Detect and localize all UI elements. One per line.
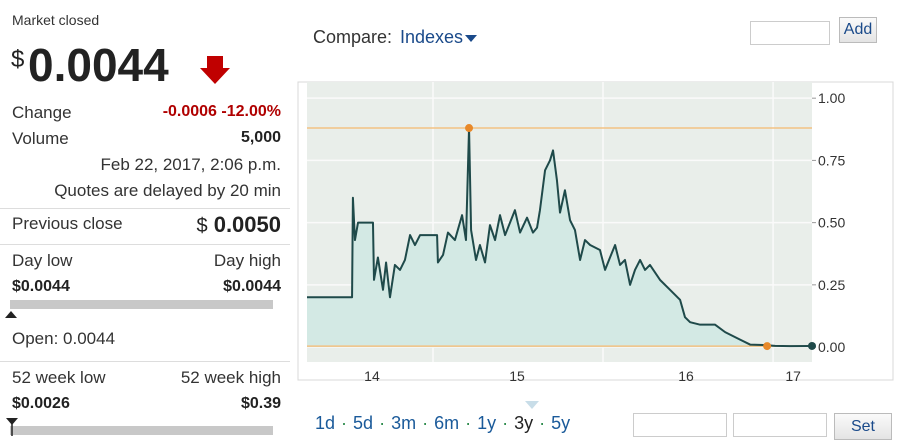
line xyxy=(307,127,813,348)
range-separator: · xyxy=(539,413,546,433)
day-range-bar xyxy=(10,300,273,309)
range-selector: 1d · 5d · 3m · 6m · 1y · 3y · 5y xyxy=(315,413,570,434)
range-link[interactable]: 3m xyxy=(391,413,417,433)
dropdown-text[interactable]: Indexes xyxy=(400,27,464,47)
prev-close: $ 0.0050 xyxy=(196,212,281,238)
week52-marker xyxy=(6,418,18,436)
day-range-marker xyxy=(5,311,17,318)
volume-label: Volume xyxy=(12,129,69,148)
x-tick-label: 16 xyxy=(678,368,694,384)
week52-low: $0.0026 xyxy=(12,395,70,412)
change: -0.0006 -12.00% xyxy=(163,103,281,121)
area xyxy=(307,128,812,348)
price: 0.0044 xyxy=(28,39,169,91)
marker xyxy=(808,341,816,350)
range-separator: · xyxy=(422,413,429,433)
prev-close-currency: $ xyxy=(196,215,208,237)
range-link[interactable]: 6m xyxy=(434,413,460,433)
volume: 5,000 xyxy=(240,129,281,146)
range-separator: · xyxy=(341,413,348,433)
down-arrow xyxy=(200,56,230,84)
y-tick-label: 1.00 xyxy=(818,90,845,106)
chart: 1.00 0.75 0.50 0.25 0.00 14 15 16 17 xyxy=(297,81,894,384)
x-tick-label: 14 xyxy=(364,368,380,384)
set-button[interactable]: Set xyxy=(834,413,892,440)
prev-close-label: Previous close xyxy=(12,214,123,233)
y-tick-label: 0.75 xyxy=(818,152,845,168)
selected-range-indicator xyxy=(525,401,539,409)
y-tick-label: 0.25 xyxy=(818,277,845,293)
prev-close-value: 0.0050 xyxy=(213,212,281,237)
compare-label: Compare: xyxy=(313,27,393,47)
separator xyxy=(0,208,290,209)
open: Open: 0.0044 xyxy=(12,329,116,348)
separator xyxy=(0,361,290,362)
compare-input[interactable] xyxy=(750,21,830,45)
x-tick-label: 15 xyxy=(509,368,525,384)
range-separator: · xyxy=(502,413,509,433)
range-link[interactable]: 5d xyxy=(353,413,374,433)
compare-dropdown[interactable]: Indexes xyxy=(400,27,478,48)
week52-range-bar xyxy=(10,426,273,435)
timestamp: Feb 22, 2017, 2:06 p.m. xyxy=(100,155,281,174)
range-link[interactable]: 5y xyxy=(551,413,571,433)
week52-high-label: 52 week high xyxy=(180,368,281,387)
week52-low-label: 52 week low xyxy=(12,368,106,387)
change-label: Change xyxy=(12,103,72,122)
week52-high: $0.39 xyxy=(240,395,281,412)
day-low-label: Day low xyxy=(12,251,73,270)
x-tick-label: 17 xyxy=(785,368,801,384)
day-high: $0.0044 xyxy=(223,278,281,295)
delay-note: Quotes are delayed by 20 min xyxy=(54,181,281,200)
marker xyxy=(465,124,474,133)
range-link[interactable]: 3y xyxy=(514,413,534,433)
range-separator: · xyxy=(379,413,386,433)
market-status: Market closed xyxy=(12,12,100,28)
y-tick-label: 0.50 xyxy=(818,215,845,231)
day-low: $0.0044 xyxy=(12,278,70,295)
change-pct: -12.00% xyxy=(221,103,281,120)
marker xyxy=(763,342,772,351)
range-link[interactable]: 1y xyxy=(477,413,497,433)
dropdown-caret xyxy=(465,35,478,42)
add-button[interactable]: Add xyxy=(839,17,877,43)
date-from-input[interactable] xyxy=(633,413,727,437)
y-tick-label: 0.00 xyxy=(818,339,845,355)
change-value: -0.0006 xyxy=(162,103,217,120)
date-to-input[interactable] xyxy=(733,413,827,437)
range-link[interactable]: 1d xyxy=(315,413,336,433)
separator xyxy=(0,244,290,245)
day-high-label: Day high xyxy=(213,251,281,270)
currency: $ xyxy=(11,46,25,73)
range-separator: · xyxy=(465,413,472,433)
